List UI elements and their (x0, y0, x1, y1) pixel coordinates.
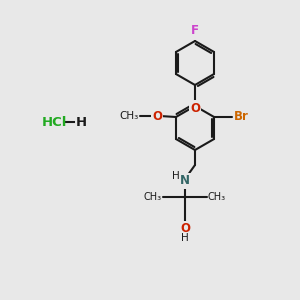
Text: H: H (181, 233, 189, 243)
Text: F: F (191, 24, 199, 37)
Text: H: H (172, 171, 180, 181)
Text: CH₃: CH₃ (144, 192, 162, 202)
Text: CH₃: CH₃ (120, 111, 139, 121)
Text: HCl: HCl (42, 116, 68, 128)
Text: H: H (76, 116, 87, 128)
Text: O: O (190, 101, 200, 115)
Text: O: O (180, 223, 190, 236)
Text: Br: Br (234, 110, 249, 124)
Text: CH₃: CH₃ (208, 192, 226, 202)
Text: O: O (152, 110, 162, 122)
Text: N: N (180, 175, 190, 188)
